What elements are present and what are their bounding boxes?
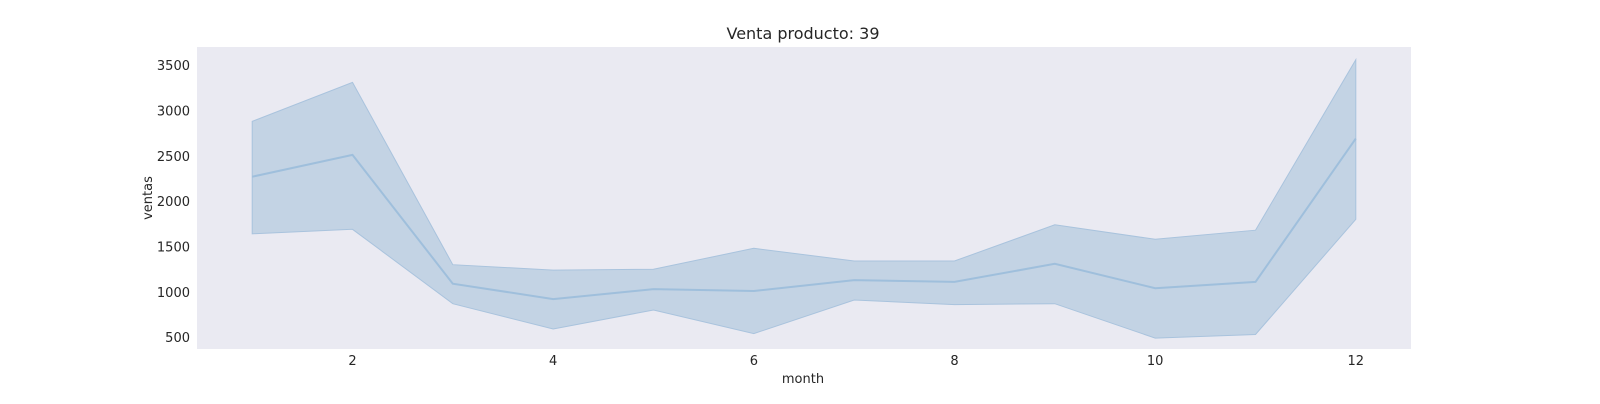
series-line [251,138,1357,301]
chart-title: Venta producto: 39 [726,24,879,43]
x-tick-label: 8 [950,354,958,369]
x-tick-label: 6 [750,354,758,369]
y-tick-label: 1500 [157,241,190,256]
x-axis-ticks: 2 4 6 8 10 12 [348,354,1364,369]
x-tick-label: 12 [1348,354,1365,369]
x-tick-label: 4 [549,354,557,369]
confidence-band-layer [251,57,1357,339]
y-axis-label: ventas [141,176,156,220]
x-tick-label: 10 [1147,354,1164,369]
y-tick-label: 3000 [157,104,190,119]
y-tick-label: 3500 [157,59,190,74]
x-axis-label: month [782,372,824,387]
confidence-band [251,57,1357,339]
x-tick-label: 2 [348,354,356,369]
y-tick-label: 1000 [157,286,190,301]
series-line-layer [251,138,1357,301]
y-tick-label: 2500 [157,150,190,165]
y-axis-ticks: 500 1000 1500 2000 2500 3000 3500 [157,59,190,346]
y-tick-label: 500 [165,331,190,346]
y-tick-label: 2000 [157,195,190,210]
